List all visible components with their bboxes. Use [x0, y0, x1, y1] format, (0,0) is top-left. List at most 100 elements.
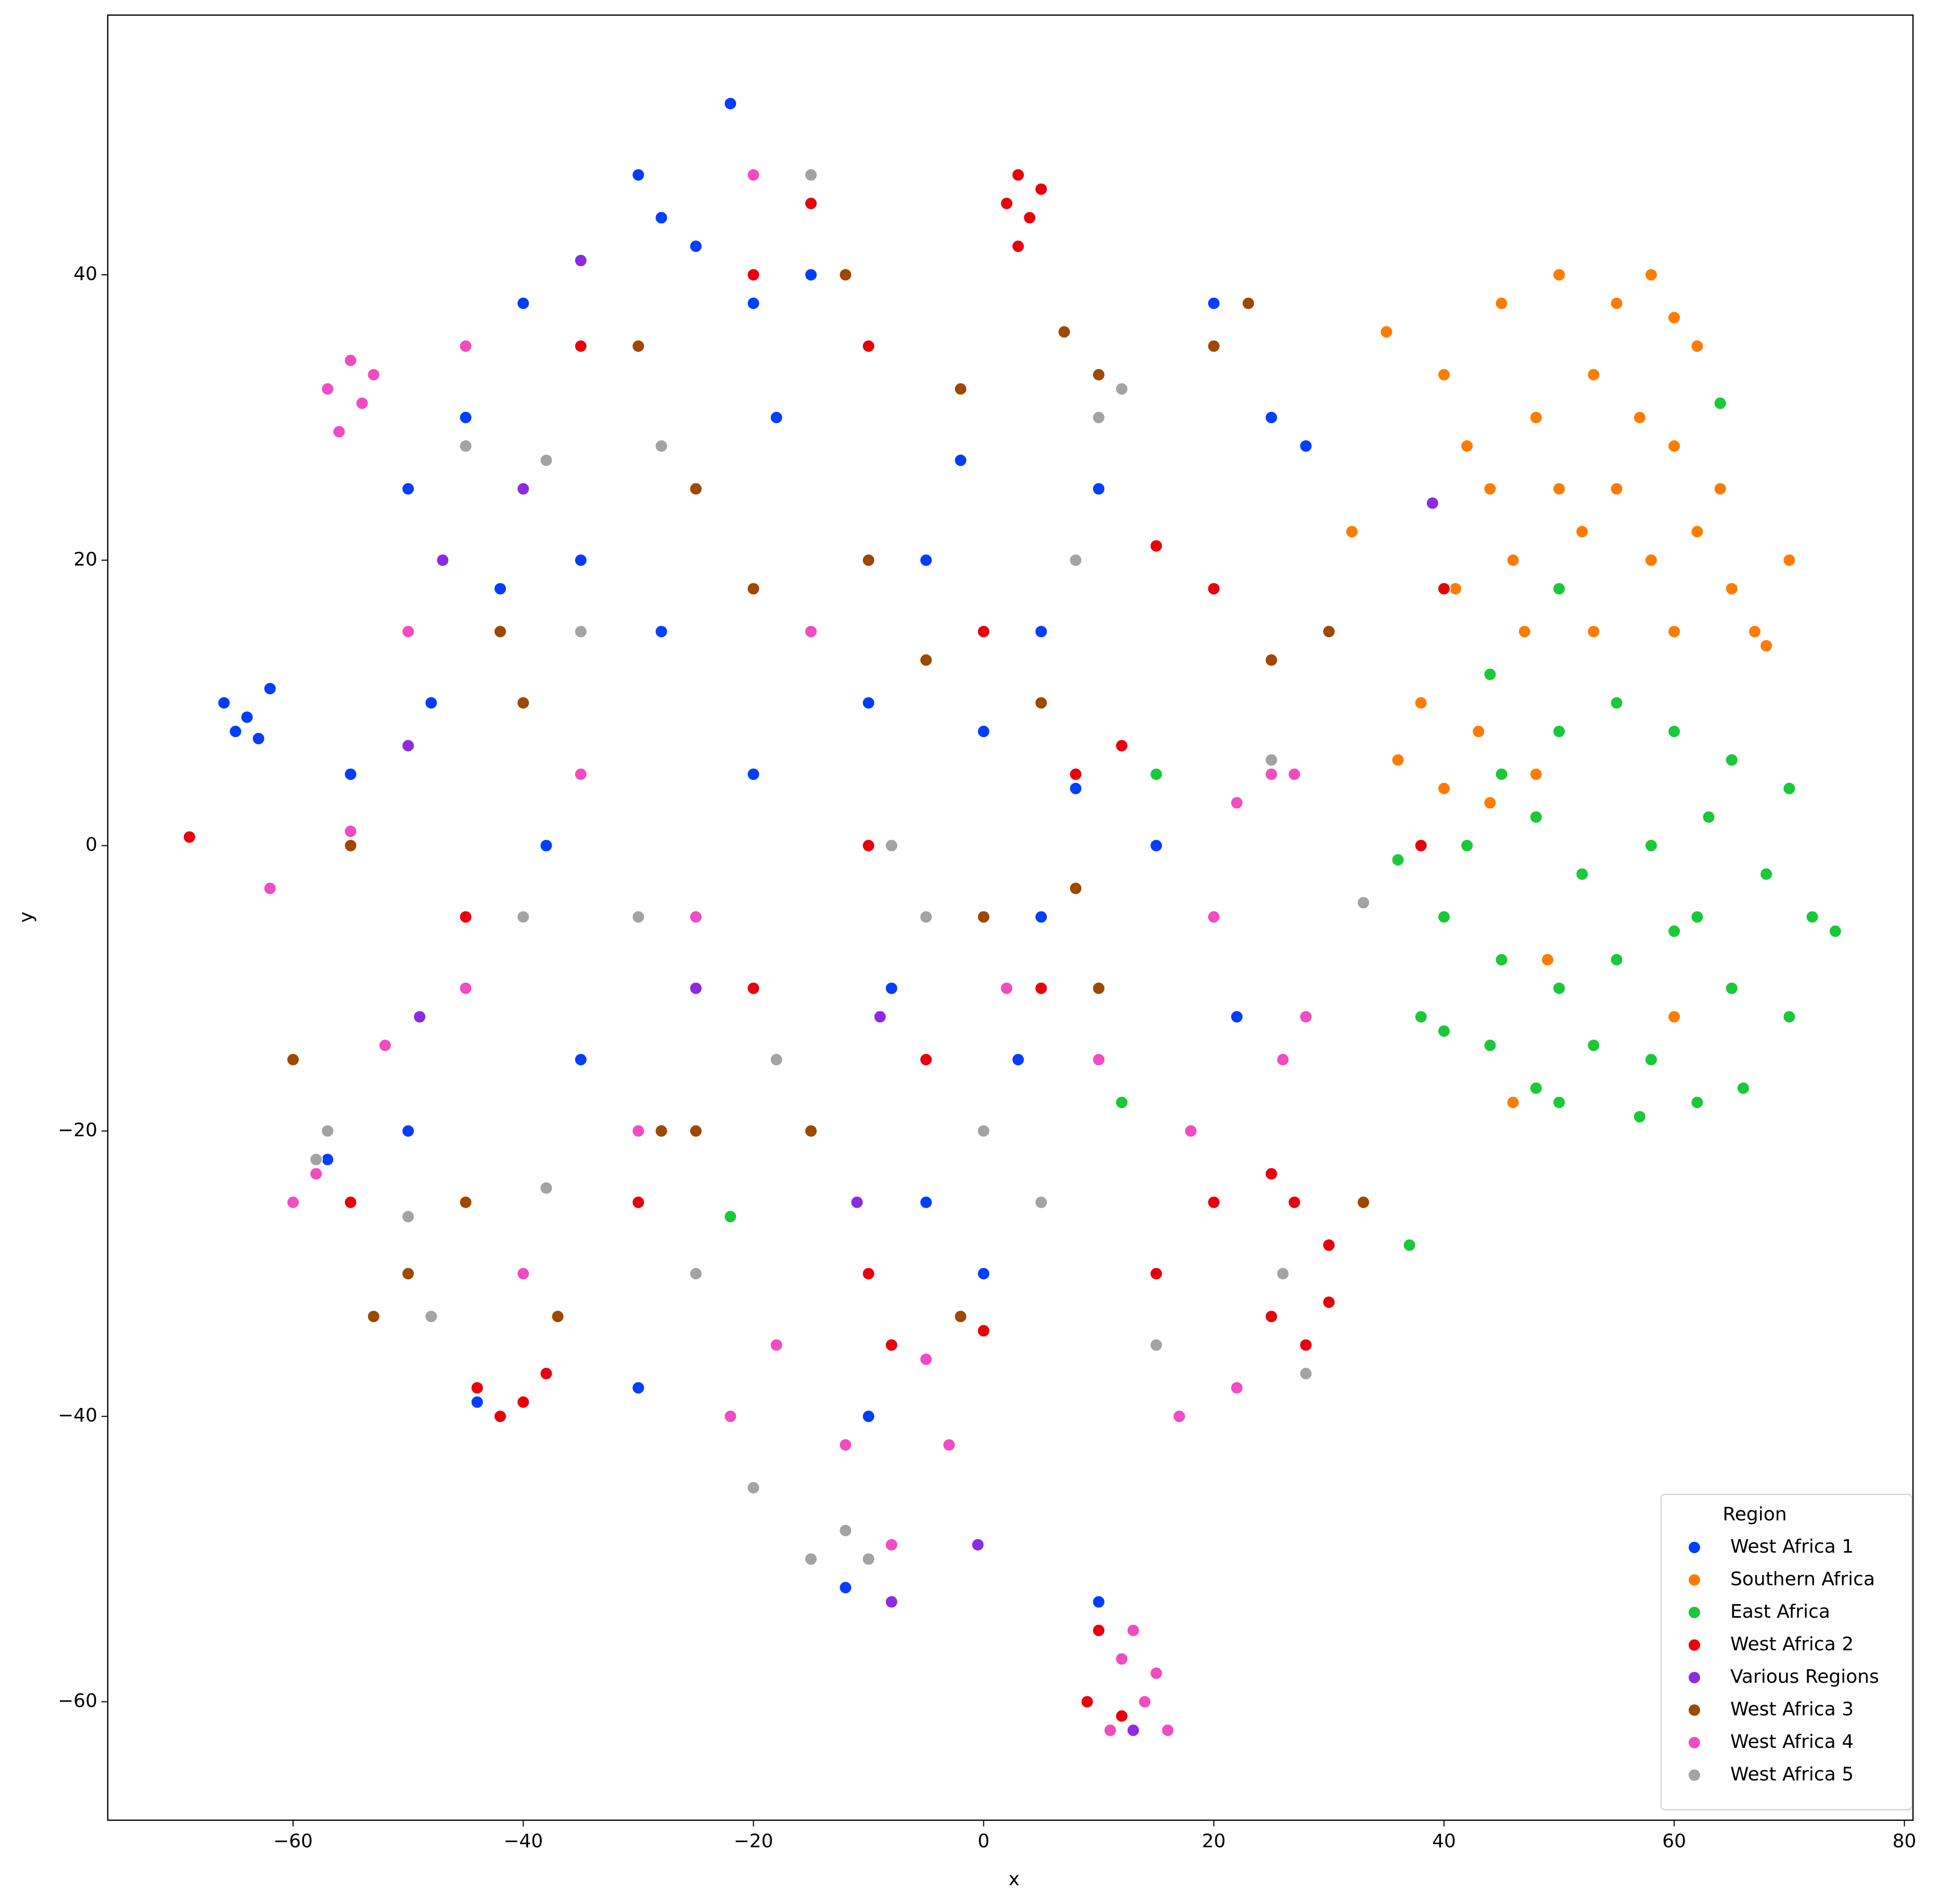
scatter-point — [1632, 411, 1646, 425]
scatter-point — [539, 453, 553, 467]
scatter-point — [263, 881, 277, 895]
scatter-point — [1092, 411, 1106, 425]
legend-label: East Africa — [1730, 1601, 1830, 1622]
scatter-point — [1690, 1096, 1704, 1110]
y-tick-label: 20 — [73, 549, 97, 570]
scatter-point — [1092, 367, 1106, 382]
scatter-point — [654, 625, 668, 639]
x-tick-label: −20 — [733, 1831, 773, 1852]
scatter-point — [977, 1124, 991, 1138]
scatter-point — [436, 553, 450, 567]
scatter-point — [873, 1010, 887, 1024]
scatter-point — [977, 1267, 991, 1281]
scatter-point — [1011, 168, 1025, 182]
x-tick-label: 80 — [1893, 1831, 1917, 1852]
scatter-point — [539, 1181, 553, 1195]
scatter-point — [263, 681, 277, 695]
scatter-point — [1149, 1338, 1163, 1352]
scatter-point — [1529, 411, 1543, 425]
scatter-point — [1552, 482, 1566, 496]
scatter-point — [470, 1381, 484, 1395]
scatter-point — [1667, 1010, 1681, 1024]
scatter-point — [1552, 268, 1566, 282]
scatter-point — [999, 196, 1014, 210]
scatter-point — [1149, 1267, 1163, 1281]
scatter-point — [355, 396, 369, 410]
scatter-point — [746, 168, 761, 182]
legend-label: Various Regions — [1730, 1666, 1879, 1687]
scatter-point — [344, 824, 358, 839]
scatter-point — [1080, 1695, 1094, 1709]
scatter-point — [1610, 696, 1624, 710]
scatter-point — [1449, 582, 1463, 596]
scatter-point — [1034, 625, 1048, 639]
scatter-point — [321, 1152, 335, 1166]
scatter-point — [1494, 296, 1509, 310]
scatter-point — [769, 1052, 783, 1067]
scatter-point — [1575, 867, 1589, 881]
scatter-point — [804, 196, 818, 210]
scatter-point — [746, 296, 761, 310]
scatter-point — [1345, 525, 1359, 539]
x-tick-label: 40 — [1432, 1831, 1456, 1852]
scatter-point — [401, 625, 415, 639]
scatter-point — [631, 910, 645, 924]
scatter-point — [1552, 582, 1566, 596]
scatter-point — [344, 1195, 358, 1209]
scatter-point — [1034, 981, 1048, 995]
scatter-point — [459, 439, 473, 453]
scatter-point — [862, 1410, 876, 1424]
scatter-point — [1299, 1366, 1313, 1380]
scatter-point — [1264, 1167, 1278, 1181]
scatter-point — [1610, 953, 1624, 967]
scatter-point — [1529, 810, 1543, 824]
scatter-point — [1667, 439, 1681, 453]
scatter-point — [746, 582, 761, 596]
scatter-point — [839, 1581, 853, 1595]
scatter-point — [551, 1310, 565, 1324]
scatter-point — [1414, 839, 1428, 853]
scatter-point — [1725, 753, 1739, 767]
scatter-point — [1114, 382, 1129, 396]
scatter-point — [884, 981, 898, 995]
scatter-point — [1322, 1238, 1336, 1252]
scatter-point — [1114, 739, 1129, 753]
scatter-point — [862, 553, 876, 567]
scatter-point — [1460, 839, 1474, 853]
scatter-point — [493, 1410, 507, 1424]
scatter-point — [1425, 496, 1439, 510]
scatter-point — [1759, 867, 1774, 881]
legend-label: West Africa 4 — [1730, 1731, 1854, 1753]
scatter-point — [977, 625, 991, 639]
scatter-point — [884, 839, 898, 853]
scatter-point — [413, 1010, 427, 1024]
scatter-point — [459, 339, 473, 353]
scatter-point — [1069, 553, 1083, 567]
scatter-point — [1437, 781, 1451, 795]
scatter-point — [516, 296, 530, 310]
scatter-point — [344, 767, 358, 781]
scatter-point — [977, 725, 991, 739]
scatter-point — [1230, 796, 1244, 810]
scatter-point — [1126, 1623, 1141, 1638]
scatter-point — [366, 367, 381, 382]
scatter-point — [689, 910, 703, 924]
scatter-point — [1287, 767, 1301, 781]
scatter-point — [1529, 767, 1543, 781]
scatter-point — [724, 96, 738, 110]
scatter-point — [654, 1124, 668, 1138]
scatter-point — [1517, 625, 1531, 639]
scatter-point — [769, 1338, 783, 1352]
scatter-point — [539, 1366, 553, 1380]
y-tick-label: 40 — [73, 263, 97, 285]
scatter-point — [1437, 367, 1451, 382]
scatter-point — [1736, 1081, 1750, 1095]
scatter-point — [1034, 1195, 1048, 1209]
scatter-point — [862, 696, 876, 710]
scatter-point — [1552, 725, 1566, 739]
scatter-point — [942, 1438, 956, 1452]
scatter-point — [919, 553, 933, 567]
scatter-point — [1437, 582, 1451, 596]
scatter-point — [862, 1267, 876, 1281]
